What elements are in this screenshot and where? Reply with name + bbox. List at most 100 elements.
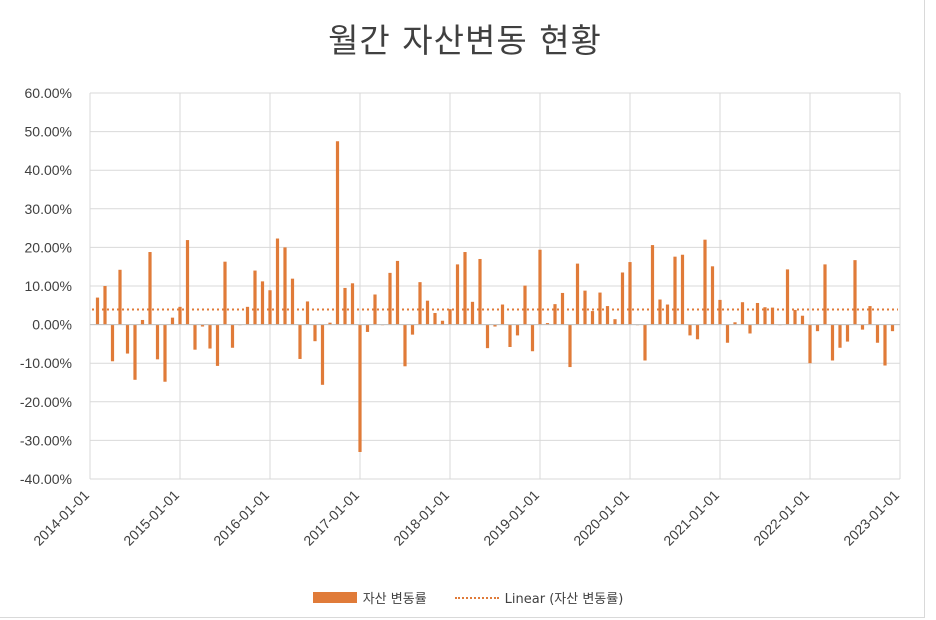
x-axis: 2014-01-01 2015-01-01 2016-01-01 2017-01-01… xyxy=(30,324,902,549)
legend-bar-swatch xyxy=(312,592,357,603)
legend-bar-label: 자산 변동률 xyxy=(362,592,427,607)
bar xyxy=(725,324,730,343)
bar xyxy=(470,301,475,325)
y-tick-label: 50.00% xyxy=(25,124,72,140)
y-tick-label: 20.00% xyxy=(25,239,72,255)
bar xyxy=(305,301,310,325)
bar xyxy=(215,324,220,366)
bar xyxy=(763,307,767,325)
y-tick-label: 10.00% xyxy=(25,278,72,294)
bar xyxy=(365,324,370,332)
bar xyxy=(140,319,145,325)
bar xyxy=(253,270,257,325)
bar xyxy=(703,239,707,325)
bar xyxy=(103,286,107,325)
bar xyxy=(463,252,467,325)
bar xyxy=(673,256,677,325)
bar xyxy=(448,309,452,325)
bar xyxy=(268,290,272,325)
bar xyxy=(815,324,820,332)
bar xyxy=(410,324,415,335)
bar xyxy=(155,324,160,360)
bar xyxy=(290,278,295,325)
bar xyxy=(680,254,685,325)
x-tick-label: 2023-01-01 xyxy=(840,487,902,549)
bar xyxy=(208,324,212,349)
bar xyxy=(620,272,625,325)
bar xyxy=(185,240,190,325)
bar xyxy=(643,324,647,361)
bar xyxy=(808,324,812,364)
bar xyxy=(170,317,175,325)
bar xyxy=(658,299,662,325)
bar xyxy=(230,324,235,348)
bar xyxy=(515,324,520,336)
bar xyxy=(178,306,182,325)
y-tick-label: 30.00% xyxy=(25,201,72,217)
bar xyxy=(328,322,332,325)
bar xyxy=(335,141,340,325)
bar xyxy=(455,264,460,325)
bar xyxy=(883,324,887,366)
y-tick-label: 60.00% xyxy=(25,85,72,101)
x-tick-label: 2015-01-01 xyxy=(120,487,182,549)
bar xyxy=(493,324,497,327)
y-axis: 60.00% 50.00% 40.00% 30.00% 20.00% 10.00% 0.00… xyxy=(20,85,72,487)
bar xyxy=(710,266,715,325)
bar xyxy=(860,324,865,330)
legend-trendline: Linear (자산 변동률) xyxy=(454,588,624,607)
bar xyxy=(845,324,850,342)
y-tick-label: 0.00% xyxy=(32,317,72,333)
x-tick-label: 2022-01-01 xyxy=(750,487,812,549)
bar xyxy=(733,322,737,325)
x-tick-label: 2017-01-01 xyxy=(300,487,362,549)
bar xyxy=(553,304,557,325)
bar xyxy=(838,324,842,348)
bar xyxy=(890,324,895,332)
x-tick-label: 2016-01-01 xyxy=(210,487,272,549)
x-tick-label: 2021-01-01 xyxy=(660,487,722,549)
legend-bar: 자산 변동률 xyxy=(312,588,427,607)
bar xyxy=(650,245,655,325)
bar xyxy=(500,304,505,325)
bar xyxy=(590,311,595,325)
bar xyxy=(598,292,602,325)
bar xyxy=(583,290,587,325)
legend-line-swatch xyxy=(454,596,499,599)
bar xyxy=(388,272,392,325)
bar xyxy=(755,302,760,325)
x-tick-label: 2020-01-01 xyxy=(570,487,632,549)
bar xyxy=(853,260,857,325)
bar xyxy=(133,324,137,380)
y-tick-label: -30.00% xyxy=(20,432,72,448)
bar xyxy=(823,264,827,325)
chart-title: 월간 자산변동 현황 xyxy=(328,21,602,60)
bar xyxy=(793,309,797,325)
bar xyxy=(785,269,790,325)
bar xyxy=(575,263,580,325)
bar xyxy=(283,247,287,325)
bars xyxy=(95,141,895,452)
grid xyxy=(89,92,901,480)
y-tick-label: -10.00% xyxy=(20,355,72,371)
legend: 자산 변동률 Linear (자산 변동률) xyxy=(0,588,936,607)
bar xyxy=(770,307,775,325)
bar xyxy=(358,324,362,452)
bar xyxy=(740,302,745,325)
x-tick-label: 2019-01-01 xyxy=(480,487,542,549)
bar xyxy=(688,324,692,336)
bar xyxy=(350,283,355,325)
bar xyxy=(200,324,205,327)
legend-line-label: Linear (자산 변동률) xyxy=(504,592,624,607)
bar xyxy=(298,324,302,359)
bar xyxy=(260,281,265,325)
bar xyxy=(718,299,722,325)
bar xyxy=(478,258,482,325)
bar xyxy=(395,260,400,325)
bar xyxy=(628,262,632,325)
bar xyxy=(148,252,152,325)
bar xyxy=(530,324,535,352)
bar xyxy=(665,304,670,325)
bar xyxy=(403,324,407,367)
